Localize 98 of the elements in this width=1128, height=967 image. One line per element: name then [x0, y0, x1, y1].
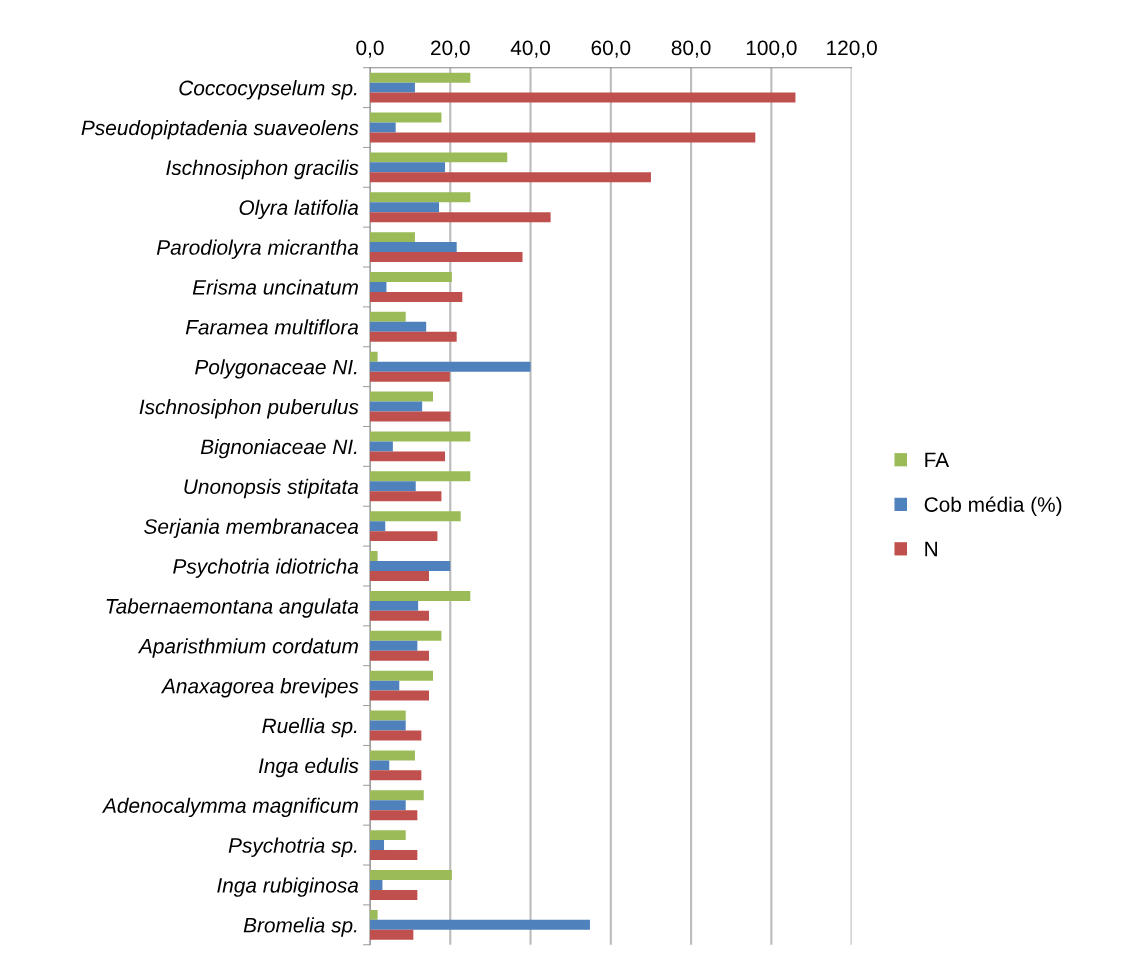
bar — [369, 122, 396, 133]
y-tick-label: Polygonaceae NI. — [195, 359, 357, 379]
y-tick-label: Bignoniaceae NI. — [200, 438, 357, 459]
x-tick-label: 120,0 — [827, 40, 877, 58]
y-tick-label: Unonopsis stipitata — [184, 478, 359, 499]
bar — [369, 242, 457, 253]
bar — [369, 371, 450, 382]
bar — [369, 551, 378, 562]
y-tick-label: Ischnosiphon gracilis — [166, 159, 359, 180]
y-tick-label: Psychotria sp. — [228, 837, 357, 857]
bar — [369, 571, 429, 581]
legend-label: N — [925, 541, 937, 557]
y-tick-label: Coccocypselum sp. — [179, 80, 357, 100]
x-tick-label: 60,0 — [591, 40, 631, 58]
bar — [369, 710, 406, 721]
legend-label: FA — [925, 452, 950, 468]
y-tick-label: Bromelia sp. — [243, 917, 357, 937]
bar — [369, 730, 422, 741]
bar — [369, 491, 442, 502]
bar — [369, 481, 416, 492]
x-tick-label: 40,0 — [510, 40, 550, 58]
bar — [369, 331, 457, 342]
bar — [369, 411, 451, 422]
y-tick-label: Ruellia sp. — [262, 717, 357, 738]
bar — [369, 82, 415, 93]
bar — [369, 850, 418, 861]
y-tick-label: Pseudopiptadenia suaveolens — [81, 119, 359, 140]
bar — [369, 590, 471, 601]
bar — [369, 790, 424, 801]
bar — [369, 152, 508, 163]
bar — [369, 162, 446, 173]
y-tick-label: Erisma uncinatum — [192, 279, 358, 295]
bar — [369, 361, 531, 372]
bar — [369, 640, 418, 651]
bar — [369, 840, 385, 851]
bar — [369, 650, 429, 661]
bar — [369, 391, 433, 402]
y-tick-label: Aparisthmium cordatum — [137, 638, 358, 658]
bar — [369, 531, 438, 542]
bar — [369, 561, 451, 572]
y-tick-label: Inga rubiginosa — [217, 877, 359, 897]
bar — [369, 760, 390, 771]
y-tick-label: Parodiolyra micrantha — [156, 239, 359, 259]
bar — [369, 770, 422, 781]
bar — [369, 800, 406, 811]
y-tick-label: Anaxagorea brevipes — [160, 678, 359, 698]
x-tick-label: 0,0 — [356, 40, 384, 58]
bar — [369, 132, 756, 143]
bar — [369, 830, 406, 841]
bar — [369, 889, 418, 900]
legend-label: Cob média (%) — [924, 496, 1062, 517]
y-tick-label: Ischnosiphon puberulus — [139, 399, 359, 419]
bar — [369, 431, 471, 442]
bar — [369, 670, 433, 681]
bar — [369, 471, 471, 482]
bar — [369, 311, 406, 322]
bar — [369, 401, 423, 412]
bar — [369, 272, 452, 282]
bar — [369, 909, 378, 920]
bar — [369, 252, 523, 263]
y-tick-label: Serjania membranacea — [144, 518, 359, 539]
y-tick-label: Inga edulis — [258, 757, 359, 778]
bar — [369, 232, 415, 243]
y-tick-label: Psychotria idiotricha — [173, 558, 359, 578]
bar — [369, 690, 429, 701]
bar — [369, 810, 418, 821]
bar — [369, 521, 386, 532]
x-tick-label: 80,0 — [671, 40, 711, 58]
bar — [369, 351, 378, 362]
bar — [369, 321, 427, 332]
y-tick-label: Adenocalymma magnificum — [101, 797, 358, 818]
bar — [369, 112, 442, 123]
x-tick-label: 20,0 — [431, 40, 470, 58]
bar — [369, 192, 471, 203]
bar — [369, 919, 590, 930]
bar — [369, 212, 551, 223]
bar — [369, 630, 442, 641]
bar — [369, 680, 400, 691]
bar — [369, 92, 796, 103]
y-tick-label: Tabernaemontana angulata — [106, 598, 359, 618]
bar — [369, 511, 461, 522]
bar — [369, 281, 387, 292]
bar — [369, 750, 415, 761]
bar — [369, 870, 452, 880]
bar — [369, 879, 383, 890]
y-tick-label: Faramea multiflora — [185, 319, 359, 335]
bar — [369, 610, 429, 621]
bar — [369, 720, 406, 731]
y-tick-label: Olyra latifolia — [239, 199, 359, 220]
bar — [369, 441, 393, 452]
bar — [369, 929, 414, 940]
bar — [369, 451, 446, 462]
bar — [369, 291, 463, 302]
bar — [369, 72, 471, 83]
bar — [369, 600, 419, 611]
bar — [369, 202, 440, 213]
x-tick-label: 100,0 — [746, 40, 797, 58]
bar — [369, 172, 651, 183]
